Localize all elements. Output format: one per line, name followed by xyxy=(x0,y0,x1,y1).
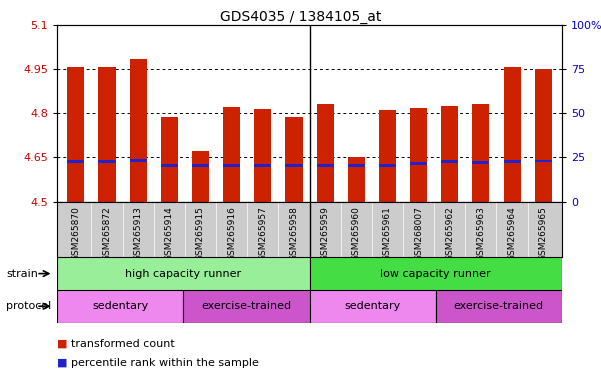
Text: high capacity runner: high capacity runner xyxy=(125,268,242,279)
Text: protocol: protocol xyxy=(6,301,51,311)
Bar xyxy=(472,104,489,202)
Bar xyxy=(379,110,396,202)
Bar xyxy=(410,108,427,202)
FancyBboxPatch shape xyxy=(310,257,562,290)
Text: low capacity runner: low capacity runner xyxy=(380,268,491,279)
Text: GSM265963: GSM265963 xyxy=(477,206,486,261)
Text: GSM265961: GSM265961 xyxy=(383,206,392,261)
Bar xyxy=(441,160,459,163)
Text: GSM265960: GSM265960 xyxy=(352,206,361,261)
Bar xyxy=(160,117,178,202)
Bar xyxy=(254,164,271,167)
Bar xyxy=(472,161,489,164)
Bar xyxy=(504,160,520,163)
Text: GDS4035 / 1384105_at: GDS4035 / 1384105_at xyxy=(220,10,381,23)
Bar xyxy=(379,164,396,167)
Bar xyxy=(317,104,334,202)
Text: GSM265964: GSM265964 xyxy=(508,206,517,261)
Text: GSM265915: GSM265915 xyxy=(196,206,205,261)
Text: GSM268007: GSM268007 xyxy=(414,206,423,261)
Text: transformed count: transformed count xyxy=(71,339,175,349)
Bar xyxy=(317,164,334,167)
Text: GSM265959: GSM265959 xyxy=(320,206,329,261)
Text: GSM265914: GSM265914 xyxy=(165,206,174,261)
Bar xyxy=(192,164,209,167)
Bar xyxy=(348,157,365,202)
Bar xyxy=(535,68,552,202)
Text: GSM265962: GSM265962 xyxy=(445,206,454,261)
Text: exercise-trained: exercise-trained xyxy=(454,301,544,311)
Text: GSM265913: GSM265913 xyxy=(133,206,142,261)
Text: GSM265958: GSM265958 xyxy=(290,206,299,261)
FancyBboxPatch shape xyxy=(57,290,183,323)
Bar xyxy=(130,60,147,202)
Bar xyxy=(348,164,365,167)
FancyBboxPatch shape xyxy=(183,290,310,323)
Text: GSM265872: GSM265872 xyxy=(102,206,111,261)
FancyBboxPatch shape xyxy=(57,257,310,290)
FancyBboxPatch shape xyxy=(436,290,562,323)
Text: GSM265916: GSM265916 xyxy=(227,206,236,261)
Bar xyxy=(130,159,147,162)
Bar xyxy=(67,67,84,202)
Text: sedentary: sedentary xyxy=(92,301,148,311)
FancyBboxPatch shape xyxy=(310,290,436,323)
Text: GSM265965: GSM265965 xyxy=(538,206,548,261)
Text: strain: strain xyxy=(6,268,38,279)
Bar xyxy=(223,108,240,202)
Bar xyxy=(67,160,84,163)
Text: ■: ■ xyxy=(57,339,67,349)
Text: GSM265957: GSM265957 xyxy=(258,206,267,261)
Bar xyxy=(410,162,427,165)
Text: ■: ■ xyxy=(57,358,67,368)
Bar xyxy=(99,67,115,202)
Bar xyxy=(223,164,240,167)
Bar xyxy=(285,164,302,167)
Text: GSM265870: GSM265870 xyxy=(72,206,81,261)
Bar xyxy=(99,160,115,163)
Text: sedentary: sedentary xyxy=(344,301,401,311)
Bar xyxy=(504,67,520,202)
Bar xyxy=(441,106,459,202)
Bar xyxy=(160,164,178,167)
Bar xyxy=(254,109,271,202)
Text: exercise-trained: exercise-trained xyxy=(201,301,291,311)
Bar xyxy=(285,117,302,202)
Bar xyxy=(535,159,552,162)
Bar xyxy=(192,151,209,202)
Text: percentile rank within the sample: percentile rank within the sample xyxy=(71,358,259,368)
